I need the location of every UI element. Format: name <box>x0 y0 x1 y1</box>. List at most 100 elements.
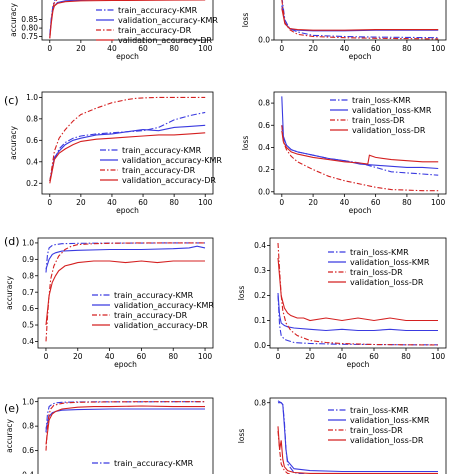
x-tick-label: 100 <box>431 198 446 207</box>
legend-entry-validation-accuracy-kmr: validation_accuracy-KMR <box>114 301 214 310</box>
legend-entry-train-loss-dr: train_loss-DR <box>350 426 403 435</box>
y-tick-label: 0.85 <box>21 15 38 24</box>
y-tick-label: 0.4 <box>26 157 38 166</box>
series-group <box>45 401 205 451</box>
panel-label: (d) <box>4 235 20 248</box>
legend-entry-train-accuracy-kmr: train_accuracy-KMR <box>122 146 202 155</box>
series-line-validation-accuracy-kmr <box>45 408 205 429</box>
y-tick-label: 0.2 <box>26 179 38 188</box>
x-tick-label: 20 <box>308 198 318 207</box>
x-tick-label: 100 <box>198 352 213 361</box>
series-group <box>49 0 206 39</box>
series-line-train-accuracy-dr <box>45 242 205 342</box>
series-group <box>49 96 206 184</box>
series-group <box>281 0 439 40</box>
legend: train_loss-KMRvalidation_loss-KMRtrain_l… <box>328 406 430 445</box>
panel-3: 0 20 40 60 80 100 epoch 0.2 0.4 0.6 0.8 1.0 accuracy… <box>4 91 222 215</box>
x-tick-label: 60 <box>138 198 148 207</box>
y-tick-label: 0.6 <box>258 121 270 130</box>
y-axis-label: accuracy <box>9 3 18 37</box>
y-axis-label: loss <box>241 136 250 151</box>
series-line-train-accuracy-dr <box>45 401 205 451</box>
legend-entry-validation-accuracy-dr: validation_accuracy-DR <box>118 36 212 45</box>
y-tick-label: 0.6 <box>22 446 34 455</box>
x-axis-label: epoch <box>116 206 139 215</box>
x-tick-label: 60 <box>369 352 379 361</box>
series-line-train-loss-dr <box>277 430 292 474</box>
x-tick-label: 0 <box>47 44 52 53</box>
legend-entry-validation-loss-dr: validation_loss-DR <box>352 126 426 135</box>
axes-frame <box>37 397 214 474</box>
x-tick-label: 80 <box>402 198 412 207</box>
axes-frame <box>269 237 447 349</box>
series-line-train-accuracy-dr <box>49 96 206 182</box>
legend-entry-train-loss-kmr: train_loss-KMR <box>350 248 409 257</box>
y-tick-label: 0.9 <box>22 255 34 264</box>
x-tick-label: 40 <box>107 198 117 207</box>
x-tick-label: 80 <box>169 44 179 53</box>
legend-entry-train-loss-dr: train_loss-DR <box>350 268 403 277</box>
legend-entry-validation-loss-kmr: validation_loss-KMR <box>350 258 430 267</box>
y-tick-label: 0.2 <box>258 165 270 174</box>
x-tick-label: 40 <box>340 44 350 53</box>
series-line-validation-accuracy-kmr <box>49 124 206 182</box>
x-tick-label: 20 <box>76 44 86 53</box>
y-tick-label: 0.0 <box>258 36 270 45</box>
panel-label: (c) <box>4 94 19 107</box>
y-axis-label: accuracy <box>5 276 14 310</box>
x-tick-label: 80 <box>402 44 412 53</box>
x-tick-label: 0 <box>276 352 281 361</box>
legend-entry-train-accuracy-dr: train_accuracy-DR <box>122 166 196 175</box>
legend-entry-train-loss-kmr: train_loss-KMR <box>350 406 409 415</box>
x-tick-label: 40 <box>340 198 350 207</box>
series-line-validation-loss-dr <box>277 257 438 322</box>
legend: train_accuracy-KMRvalidation_accuracy-KM… <box>100 146 222 185</box>
y-axis-label: loss <box>241 13 250 28</box>
x-tick-label: 100 <box>431 352 446 361</box>
panel-4: 0 20 40 60 80 100 epoch 0.0 0.2 0.4 0.6 0.8 loss trai… <box>241 91 447 215</box>
y-axis-label: accuracy <box>5 419 14 453</box>
series-group <box>45 242 206 342</box>
x-axis-label: epoch <box>349 52 372 61</box>
series-line-validation-loss-dr <box>277 426 438 474</box>
x-axis-label: epoch <box>114 360 137 369</box>
x-tick-label: 40 <box>337 352 347 361</box>
y-tick-label: 0.3 <box>254 266 266 275</box>
y-tick-label: 0.8 <box>258 99 270 108</box>
legend-entry-validation-accuracy-dr: validation_accuracy-DR <box>122 176 216 185</box>
legend-entry-train-accuracy-kmr: train_accuracy-KMR <box>118 6 198 15</box>
y-tick-label: 0.4 <box>258 143 270 152</box>
panel-5: 0 20 40 60 80 100 epoch 0.4 0.5 0.6 0.7 0.8 0.9 1.0 ac… <box>4 235 214 369</box>
series-line-validation-accuracy-dr <box>45 260 205 326</box>
legend-entry-train-accuracy-kmr: train_accuracy-KMR <box>114 459 194 468</box>
y-tick-label: 0.7 <box>22 288 34 297</box>
legend-entry-train-loss-dr: train_loss-DR <box>352 116 405 125</box>
y-tick-label: 0.4 <box>254 241 266 250</box>
x-tick-label: 100 <box>431 44 446 53</box>
series-line-validation-loss-dr <box>281 8 439 31</box>
legend: train_accuracy-KMRvalidation_accuracy-KM… <box>92 291 214 330</box>
axes-frame <box>269 397 447 474</box>
axes-frame <box>273 0 447 41</box>
y-tick-label: 0.8 <box>22 422 34 431</box>
legend-entry-validation-loss-kmr: validation_loss-KMR <box>350 416 430 425</box>
legend-entry-validation-accuracy-dr: validation_accuracy-DR <box>114 321 208 330</box>
legend-entry-validation-loss-dr: validation_loss-DR <box>350 436 424 445</box>
series-line-train-loss-kmr <box>281 0 439 39</box>
series-line-train-accuracy-kmr <box>49 111 206 182</box>
y-tick-label: 0.8 <box>22 271 34 280</box>
legend: train_accuracy-KMRvalidation_accuracy-KM… <box>96 6 218 45</box>
y-axis-label: loss <box>237 429 246 444</box>
legend: train_loss-KMRvalidation_loss-KMRtrain_l… <box>330 96 432 135</box>
y-tick-label: 0.80 <box>21 24 38 33</box>
y-tick-label: 0.0 <box>254 341 266 350</box>
series-line-validation-accuracy-dr <box>45 405 205 445</box>
series-line-train-accuracy-kmr <box>45 401 205 433</box>
x-tick-label: 80 <box>168 352 178 361</box>
y-tick-label: 0.75 <box>21 32 38 41</box>
series-line-validation-loss-kmr <box>281 96 439 170</box>
legend: train_loss-KMRvalidation_loss-KMRtrain_l… <box>328 248 430 287</box>
y-axis-label: loss <box>237 286 246 301</box>
x-tick-label: 100 <box>198 44 213 53</box>
